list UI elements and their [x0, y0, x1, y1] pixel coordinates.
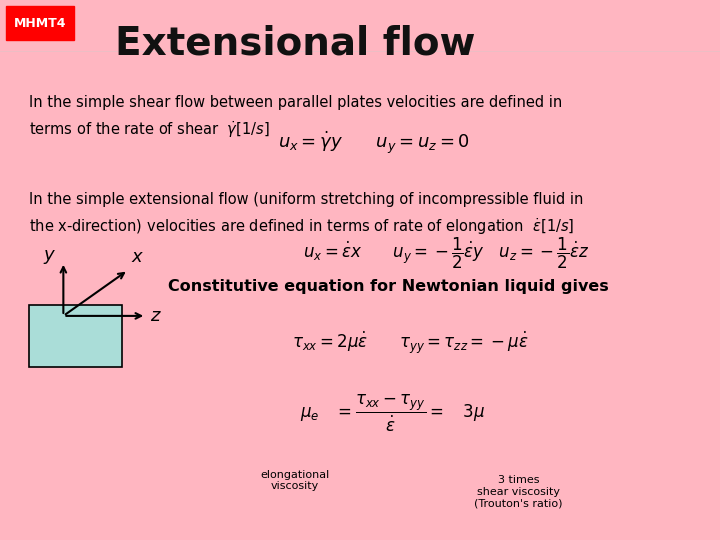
Text: Extensional flow: Extensional flow [115, 24, 476, 62]
Text: MHMT4: MHMT4 [14, 17, 66, 30]
Text: In the simple shear flow between parallel plates velocities are defined in
terms: In the simple shear flow between paralle… [29, 94, 562, 140]
Bar [29, 305, 122, 367]
Text: $\tau_{xx} = 2\mu\dot{\varepsilon} \qquad \tau_{yy} = \tau_{zz} = -\mu\dot{\vare: $\tau_{xx} = 2\mu\dot{\varepsilon} \qqua… [292, 330, 528, 356]
Text: $u_x = \dot{\gamma}y \qquad u_y = u_z = 0$: $u_x = \dot{\gamma}y \qquad u_y = u_z = … [279, 130, 470, 157]
Text: In the simple extensional flow (uniform stretching of incompressible fluid in
th: In the simple extensional flow (uniform … [29, 192, 583, 237]
Text: 3 times
shear viscosity
(Trouton's ratio): 3 times shear viscosity (Trouton's ratio… [474, 475, 562, 508]
Bar [6, 6, 74, 40]
Text: z: z [150, 307, 160, 325]
Text: $\mu_e \quad = \dfrac{\tau_{xx} - \tau_{yy}}{\dot{\varepsilon}} = \quad 3\mu$: $\mu_e \quad = \dfrac{\tau_{xx} - \tau_{… [300, 393, 485, 434]
Text: x: x [132, 247, 142, 266]
Text: Constitutive equation for Newtonian liquid gives: Constitutive equation for Newtonian liqu… [168, 279, 609, 294]
Text: y: y [44, 246, 54, 264]
Text: elongational
viscosity: elongational viscosity [261, 470, 330, 491]
Text: $u_x = \dot{\varepsilon}x \qquad u_y = -\dfrac{1}{2}\dot{\varepsilon}y \quad u_z: $u_x = \dot{\varepsilon}x \qquad u_y = -… [303, 236, 590, 272]
